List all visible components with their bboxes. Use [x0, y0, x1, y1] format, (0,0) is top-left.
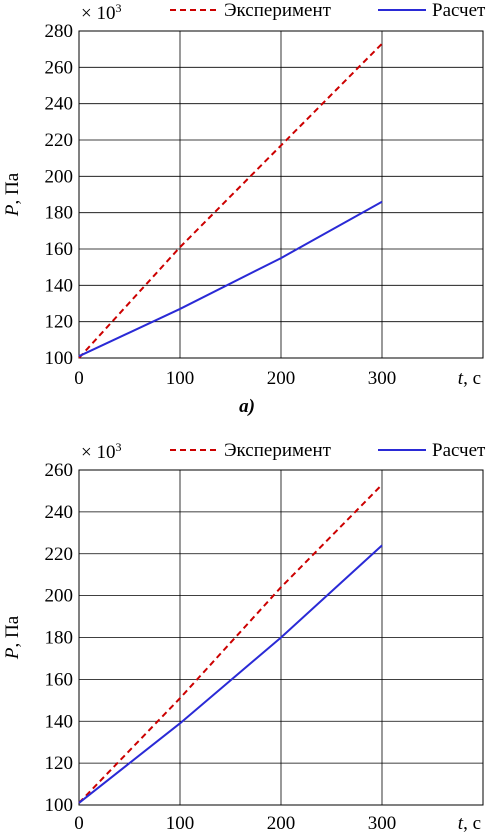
- y-tick-label: 180: [45, 628, 74, 649]
- y-multiplier: × 103: [81, 440, 121, 463]
- y-tick-label: 200: [45, 166, 74, 187]
- series-line-experiment: [78, 483, 383, 804]
- x-tick-label: 100: [166, 368, 195, 389]
- y-tick-label: 140: [45, 711, 74, 732]
- y-tick-label: 160: [45, 669, 74, 690]
- x-tick-label: 100: [166, 813, 195, 834]
- x-tick-label: 200: [267, 368, 296, 389]
- y-tick-label: 240: [45, 94, 74, 115]
- legend-label: Эксперимент: [224, 0, 332, 21]
- y-tick-label: 200: [45, 586, 74, 607]
- legend-label: Расчет: [432, 440, 486, 461]
- legend-label: Эксперимент: [224, 440, 332, 461]
- y-tick-label: 220: [45, 544, 74, 565]
- series-line-calculation: [78, 544, 383, 804]
- y-tick-label: 120: [45, 312, 74, 333]
- y-multiplier: × 103: [81, 1, 121, 24]
- series-line-experiment: [78, 43, 383, 359]
- x-tick-label: 0: [74, 368, 84, 389]
- legend-label: Расчет: [432, 0, 486, 21]
- y-tick-label: 100: [45, 795, 74, 816]
- chart-caption: a): [239, 396, 255, 417]
- x-tick-label: 300: [368, 368, 397, 389]
- x-tick-label: 200: [267, 813, 296, 834]
- y-axis-title: P, Па: [2, 172, 23, 217]
- y-tick-label: 100: [45, 348, 74, 369]
- y-tick-label: 260: [45, 460, 74, 481]
- y-tick-label: 160: [45, 239, 74, 260]
- y-axis-title: P, Па: [2, 615, 23, 660]
- y-tick-label: 140: [45, 275, 74, 296]
- y-tick-label: 280: [45, 21, 74, 42]
- x-tick-label: 0: [74, 813, 84, 834]
- y-tick-label: 240: [45, 502, 74, 523]
- y-tick-label: 120: [45, 753, 74, 774]
- y-tick-label: 220: [45, 130, 74, 151]
- x-tick-label: 300: [368, 813, 397, 834]
- series-line-calculation: [78, 200, 383, 358]
- x-axis-title: t, с: [458, 368, 481, 389]
- y-tick-label: 260: [45, 57, 74, 78]
- y-tick-label: 180: [45, 203, 74, 224]
- x-axis-title: t, с: [458, 813, 481, 834]
